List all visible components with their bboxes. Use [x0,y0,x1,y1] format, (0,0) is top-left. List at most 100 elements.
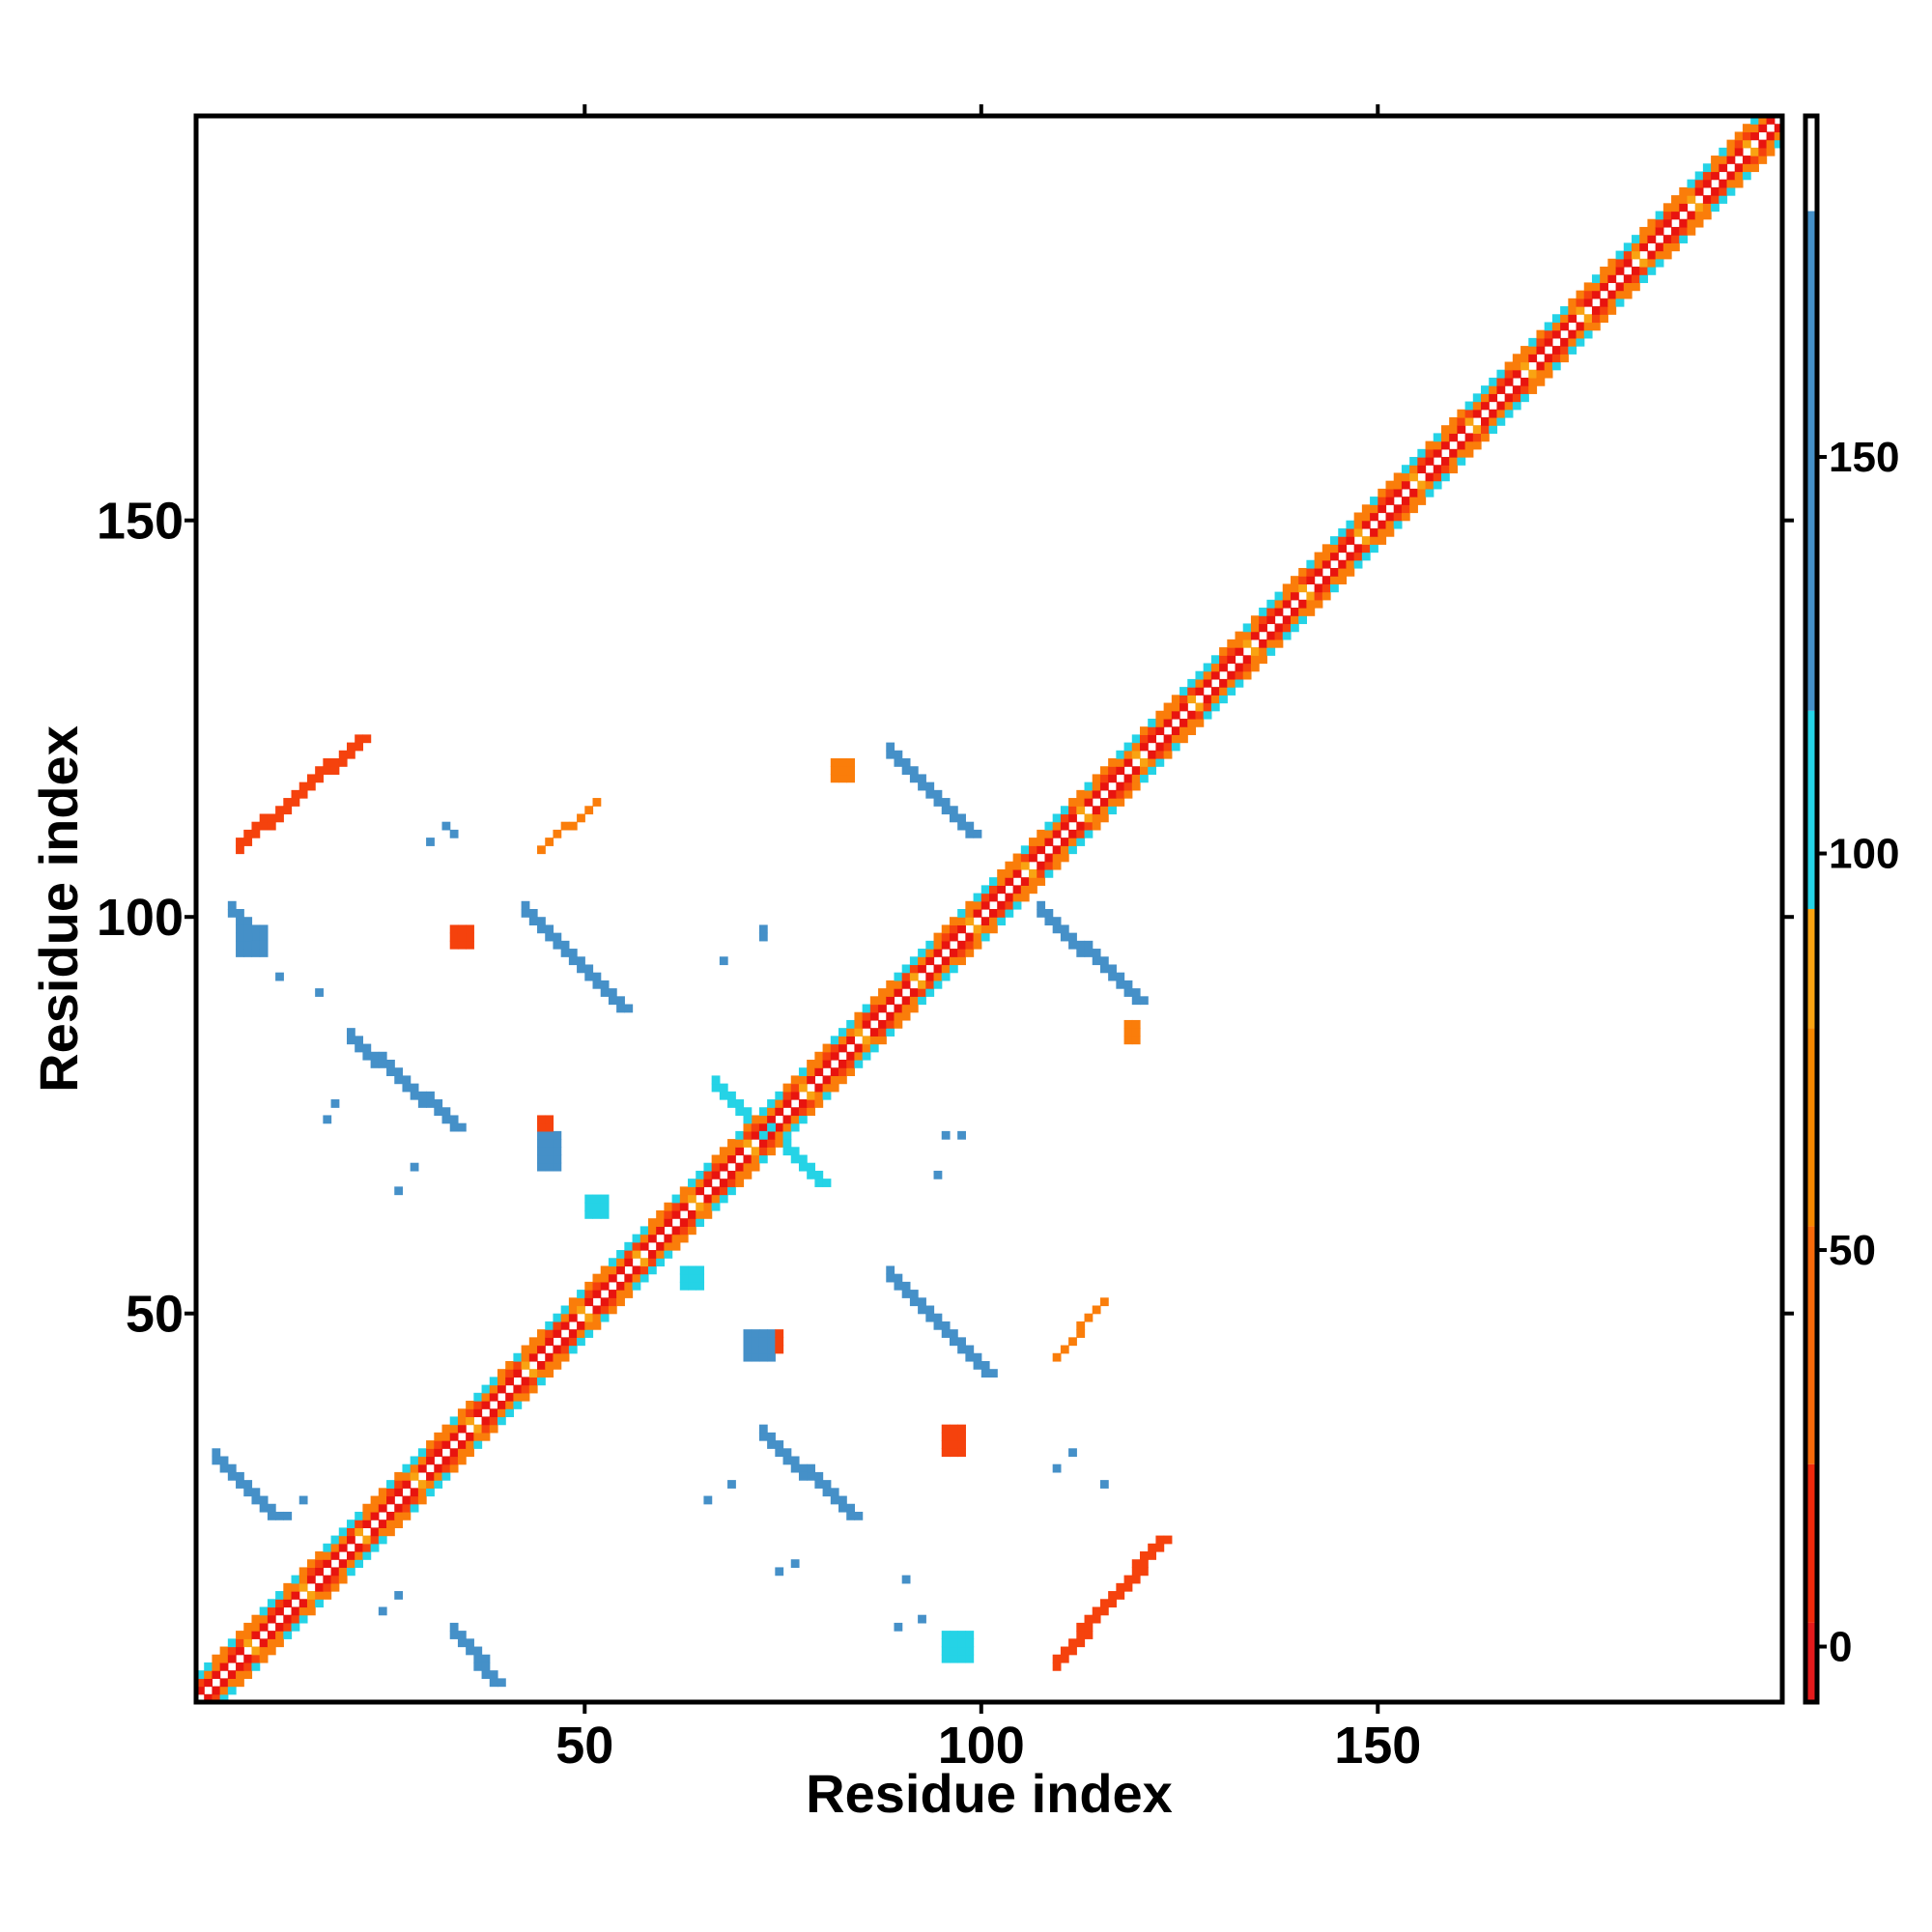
diagonal-cell [1425,480,1435,490]
diagonal-cell [1671,203,1680,213]
diagonal-cell [719,1179,728,1187]
diagonal-cell [822,1091,832,1100]
diagonal-cell [1440,457,1450,466]
diagonal-cell [1662,235,1672,243]
diagonal-cell [577,1297,585,1307]
diagonal-cell [259,1654,269,1663]
diagonal-cell [1029,885,1037,895]
contact-dot [283,1511,293,1520]
contact-cell [1139,996,1149,1006]
contact-cell [236,845,244,855]
diagonal-cell [1671,226,1680,236]
diagonal-cell [338,1575,348,1584]
contact-cell [798,1162,808,1172]
diagonal-cell [434,1440,443,1449]
diagonal-cell [862,1043,871,1053]
contact-cell [727,1099,736,1108]
diagonal-cell [1227,678,1236,688]
diagonal-cell [1393,472,1403,482]
contact-cell [949,1654,958,1663]
contact-cell [767,1122,776,1132]
diagonal-cell [394,1480,404,1489]
contact-cell [537,1139,546,1148]
diagonal-cell [925,988,935,997]
diagonal-cell [505,1360,514,1370]
contact-cell [560,821,570,831]
diagonal-cell [1551,354,1561,363]
diagonal-cell [1108,806,1117,815]
diagonal-cell [909,964,919,974]
diagonal-cell [790,1115,800,1124]
diagonal-cell [434,1480,443,1489]
diagonal-cell [1734,171,1744,181]
contact-cell [243,829,253,838]
contact-cell [949,1646,958,1656]
diagonal-cell [212,1654,221,1663]
contact-cell [965,1646,975,1656]
diagonal-cell [227,1678,237,1688]
diagonal-cell [1029,877,1037,886]
contact-cell [346,1036,355,1045]
diagonal-cell [1282,615,1292,625]
diagonal-cell [1623,250,1633,260]
contact-cell [449,1622,459,1632]
diagonal-cell [1330,583,1339,593]
diagonal-cell [1560,354,1569,363]
contact-cell [466,924,474,934]
diagonal-cell [688,1209,696,1219]
diagonal-cell [711,1162,721,1172]
contact-cell [1148,1543,1157,1552]
diagonal-cell [1210,695,1220,704]
diagonal-cell [1321,583,1331,593]
diagonal-cell [1639,226,1649,236]
diagonal-cell [1148,726,1157,735]
contact-cell [1076,949,1086,957]
contact-cell [592,1209,602,1219]
diagonal-cell [1600,266,1608,275]
diagonal-cell [545,1337,554,1347]
diagonal-cell [1012,853,1022,863]
contact-cell [758,1424,768,1434]
diagonal-cell [1528,377,1538,386]
diagonal-cell [822,1043,832,1053]
diagonal-cell [1560,346,1569,355]
contact-cell [957,1654,966,1663]
diagonal-cell [767,1130,776,1140]
contact-cell [227,900,237,910]
diagonal-cell [1037,877,1046,886]
contact-cell [941,1424,951,1434]
diagonal-cell [1551,322,1561,331]
diagonal-cell [1306,608,1316,616]
diagonal-cell [727,1179,736,1187]
y-tick-label: 150 [97,493,184,551]
diagonal-cell [886,1019,895,1029]
diagonal-cell [1433,472,1442,482]
diagonal-cell [1417,480,1427,490]
diagonal-cell [1385,520,1395,529]
diagonal-cell [1623,290,1633,299]
diagonal-cell [1536,346,1546,355]
diagonal-cell [1719,179,1728,188]
contact-cell [711,1083,721,1093]
diagonal-cell [1298,576,1307,584]
diagonal-cell [1719,195,1728,204]
contact-cell [267,821,276,831]
diagonal-cell [1774,124,1783,133]
contact-cell [790,1456,800,1465]
contact-cell [219,1463,229,1473]
diagonal-cell [196,1670,205,1679]
diagonal-cell [727,1170,736,1179]
diagonal-cell [743,1130,753,1140]
diagonal-cell [1306,559,1316,569]
diagonal-cell [1719,186,1728,196]
diagonal-cell [854,1043,864,1053]
contact-dot [918,1614,926,1624]
contact-cell [1044,917,1054,926]
contact-cell [1116,980,1125,989]
diagonal-cell [1734,131,1744,141]
diagonal-cell [878,988,887,997]
diagonal-cell [1330,576,1339,584]
diagonal-cell [1647,250,1657,260]
diagonal-cell [639,1234,649,1243]
diagonal-cell [1338,527,1348,537]
